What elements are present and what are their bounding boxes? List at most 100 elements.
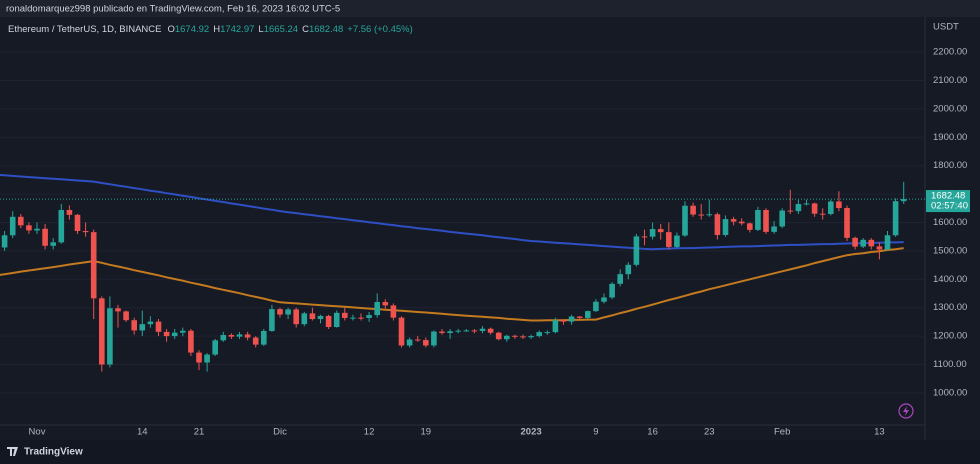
candle-body (657, 229, 664, 233)
candle-body (309, 313, 316, 320)
candle-body (325, 315, 332, 328)
candle-body (9, 216, 16, 236)
candle-body (423, 340, 429, 346)
candle-body (285, 309, 291, 315)
candle-body (58, 209, 65, 243)
y-tick-label: 1800.00 (933, 160, 967, 171)
candle-body (463, 330, 470, 332)
candle-body (779, 210, 785, 227)
legend-prefix: C (302, 24, 309, 35)
candle-body (609, 283, 615, 298)
candle-body (868, 239, 875, 247)
candle-body (520, 336, 526, 338)
candle-body (706, 214, 713, 216)
candle-body (333, 312, 340, 328)
candle-body (576, 316, 583, 318)
candle-body (382, 302, 389, 306)
candle-body (301, 313, 308, 325)
candle-body (212, 340, 218, 355)
candle-body (269, 309, 275, 331)
candle-body (795, 204, 802, 212)
candle-body (439, 331, 445, 333)
candle-body (771, 226, 777, 232)
candle-body (74, 214, 81, 232)
candle-body (487, 328, 494, 333)
candle-body (763, 209, 769, 232)
candle-body (90, 232, 97, 299)
x-tick-label: 19 (421, 427, 432, 438)
legend-symbol: Ethereum / TetherUS, 1D, BINANCE (8, 24, 161, 35)
candle-body (261, 330, 267, 345)
candle-body (1, 235, 8, 248)
candle-body (236, 334, 243, 337)
brand-logo (7, 447, 18, 456)
candle-body (633, 236, 640, 265)
moving-average-line (0, 174, 904, 251)
candle-body (666, 232, 672, 247)
candle-body (99, 298, 105, 365)
y-tick-label: 1100.00 (933, 359, 967, 370)
candle-body (374, 302, 380, 316)
legend-value: 1665.24 (264, 24, 298, 35)
moving-average-line (0, 247, 904, 322)
x-tick-label: 21 (194, 427, 205, 438)
y-tick-label: 1500.00 (933, 245, 967, 256)
candle-body (447, 331, 453, 333)
candle-body (115, 308, 121, 312)
x-tick-label: 12 (364, 427, 375, 438)
candle-body (876, 246, 883, 250)
plot-area (0, 174, 925, 372)
candle-body (803, 203, 810, 205)
last-price-label: 1682.48 (931, 191, 965, 202)
candle-body (504, 335, 510, 340)
legend-prefix: O (167, 24, 174, 35)
candle-body (196, 352, 202, 363)
candle-body (495, 332, 502, 340)
candle-body (649, 229, 656, 237)
x-tick-label: 14 (137, 427, 148, 438)
x-tick-label: Nov (29, 427, 46, 438)
candle-body (431, 331, 437, 346)
candle-body (552, 320, 559, 333)
legend-value: 1742.97 (220, 24, 254, 35)
candle-body (18, 216, 24, 226)
candle-body (204, 354, 210, 363)
legend-value: 1674.92 (175, 24, 209, 35)
y-tick-label: 1900.00 (933, 132, 967, 143)
legend-prefix: L (258, 24, 263, 35)
candle-body (123, 311, 129, 321)
candle-body (471, 330, 478, 332)
candle-body (585, 311, 591, 318)
candle-body (350, 317, 356, 319)
candle-body (479, 328, 486, 331)
candle-body (560, 320, 567, 322)
countdown: 02:57:40 (931, 201, 968, 212)
x-tick-label: 23 (704, 427, 715, 438)
candle-body (155, 321, 162, 332)
candle-body (860, 239, 866, 247)
candle-body (714, 214, 721, 235)
candle-body (844, 208, 850, 238)
candle-body (42, 228, 48, 246)
candle-body (836, 201, 842, 209)
top-bar (0, 0, 980, 17)
legend: Ethereum / TetherUS, 1D, BINANCE O1674.92… (8, 24, 413, 35)
legend-prefix: H (213, 24, 220, 35)
y-tick-label: 1300.00 (933, 302, 967, 313)
candle-body (884, 235, 891, 250)
candle-body (568, 316, 575, 322)
last-price-box (926, 190, 970, 213)
candle-body (188, 330, 194, 353)
candle-body (698, 214, 704, 216)
x-tick-label: 2023 (521, 427, 542, 438)
legend-change: +7.56 (+0.45%) (347, 24, 413, 35)
candle-body (738, 221, 745, 224)
alert-icon[interactable] (898, 403, 914, 419)
candle-body (34, 228, 40, 231)
y-tick-label: 1000.00 (933, 387, 967, 398)
candle-body (277, 309, 283, 315)
candle-body (398, 317, 405, 346)
candle-body (228, 334, 235, 337)
